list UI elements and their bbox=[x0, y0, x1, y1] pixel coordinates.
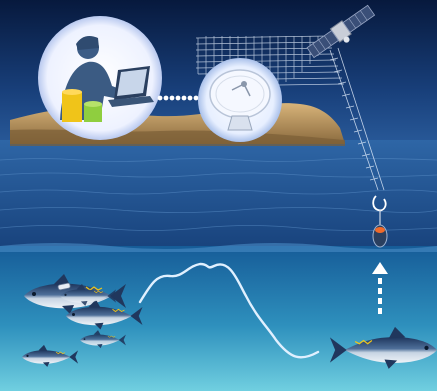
downlink-signal-beam bbox=[329, 47, 385, 191]
underwater-background bbox=[0, 246, 437, 391]
migration-track bbox=[138, 262, 320, 359]
data-chart-icon bbox=[62, 89, 102, 122]
satellite-dish-icon bbox=[209, 69, 271, 131]
waterline bbox=[0, 243, 437, 252]
popup-tag-icon bbox=[372, 195, 388, 248]
laptop-icon bbox=[108, 66, 154, 107]
uplink-signal-beam bbox=[195, 35, 345, 87]
tag-release-arrow bbox=[372, 262, 388, 314]
sea-surface bbox=[0, 140, 437, 260]
wave-lines bbox=[0, 158, 437, 231]
attached-tag-icon bbox=[57, 282, 71, 291]
satellite-icon bbox=[306, 4, 376, 59]
